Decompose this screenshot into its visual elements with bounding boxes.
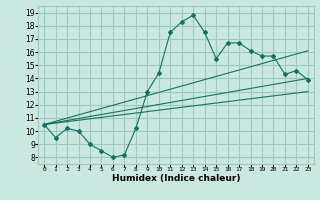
X-axis label: Humidex (Indice chaleur): Humidex (Indice chaleur) bbox=[112, 174, 240, 183]
